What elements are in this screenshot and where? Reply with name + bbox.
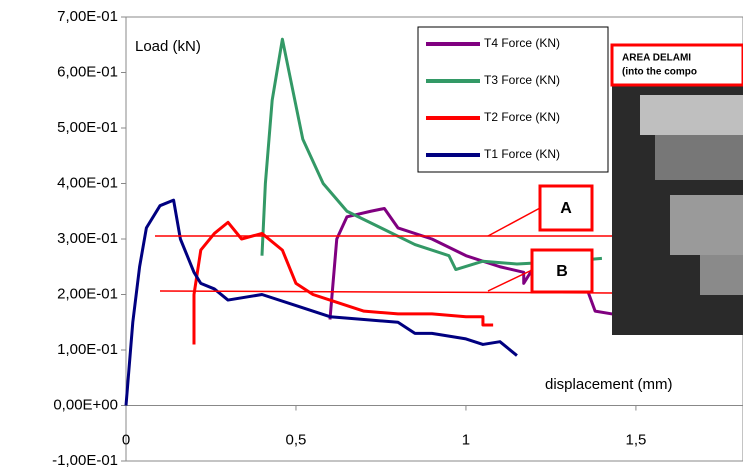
y-tick-label: 3,00E-01 [57, 230, 118, 247]
annotation: A [560, 200, 572, 217]
x-axis-label: displacement (mm) [545, 376, 673, 393]
legend [417, 26, 609, 173]
x-tick-label: 0 [122, 431, 130, 448]
y-tick-label: 6,00E-01 [57, 63, 118, 80]
inset-label-box [610, 43, 743, 87]
inset-label: (into the compo [622, 67, 697, 78]
x-tick-label: 1,5 [625, 431, 646, 448]
y-tick-label: 7,00E-01 [57, 8, 118, 25]
annotation-box [538, 184, 594, 232]
photo-part [655, 135, 743, 180]
photo-part [670, 195, 743, 255]
y-axis-label: Load (kN) [135, 38, 201, 55]
y-tick-label: 5,00E-01 [57, 119, 118, 136]
y-tick-label: -1,00E-01 [52, 452, 118, 469]
series-line [192, 220, 494, 345]
plot-area: -1,00E-01 0,00E+00 1,00E-01 2,00E-01 3,00E-0… [52, 8, 743, 469]
annotation: B [556, 263, 568, 280]
legend-label: T3 Force (KN) [484, 73, 560, 87]
y-tick-label: 4,00E-01 [57, 174, 118, 191]
x-tick-label: 1 [462, 431, 470, 448]
annotation-line [487, 207, 541, 237]
y-tick-label: 2,00E-01 [57, 285, 118, 302]
legend-label: T4 Force (KN) [484, 36, 560, 50]
photo-part [700, 255, 743, 295]
series-line [260, 37, 603, 272]
x-tick-label: 0,5 [286, 431, 307, 448]
legend-label: T1 Force (KN) [484, 147, 560, 161]
annotation-line [487, 269, 533, 292]
inset-label: AREA DELAMI [622, 53, 691, 64]
y-tick-label: 0,00E+00 [53, 396, 118, 413]
photo-part [640, 95, 743, 135]
series-line [124, 198, 518, 406]
y-tick-label: 1,00E-01 [57, 341, 118, 358]
legend-label: T2 Force (KN) [484, 110, 560, 124]
overlay: AREA DELAMI (into the compo A B Load (kN… [135, 26, 743, 393]
annotation-box [530, 248, 594, 294]
